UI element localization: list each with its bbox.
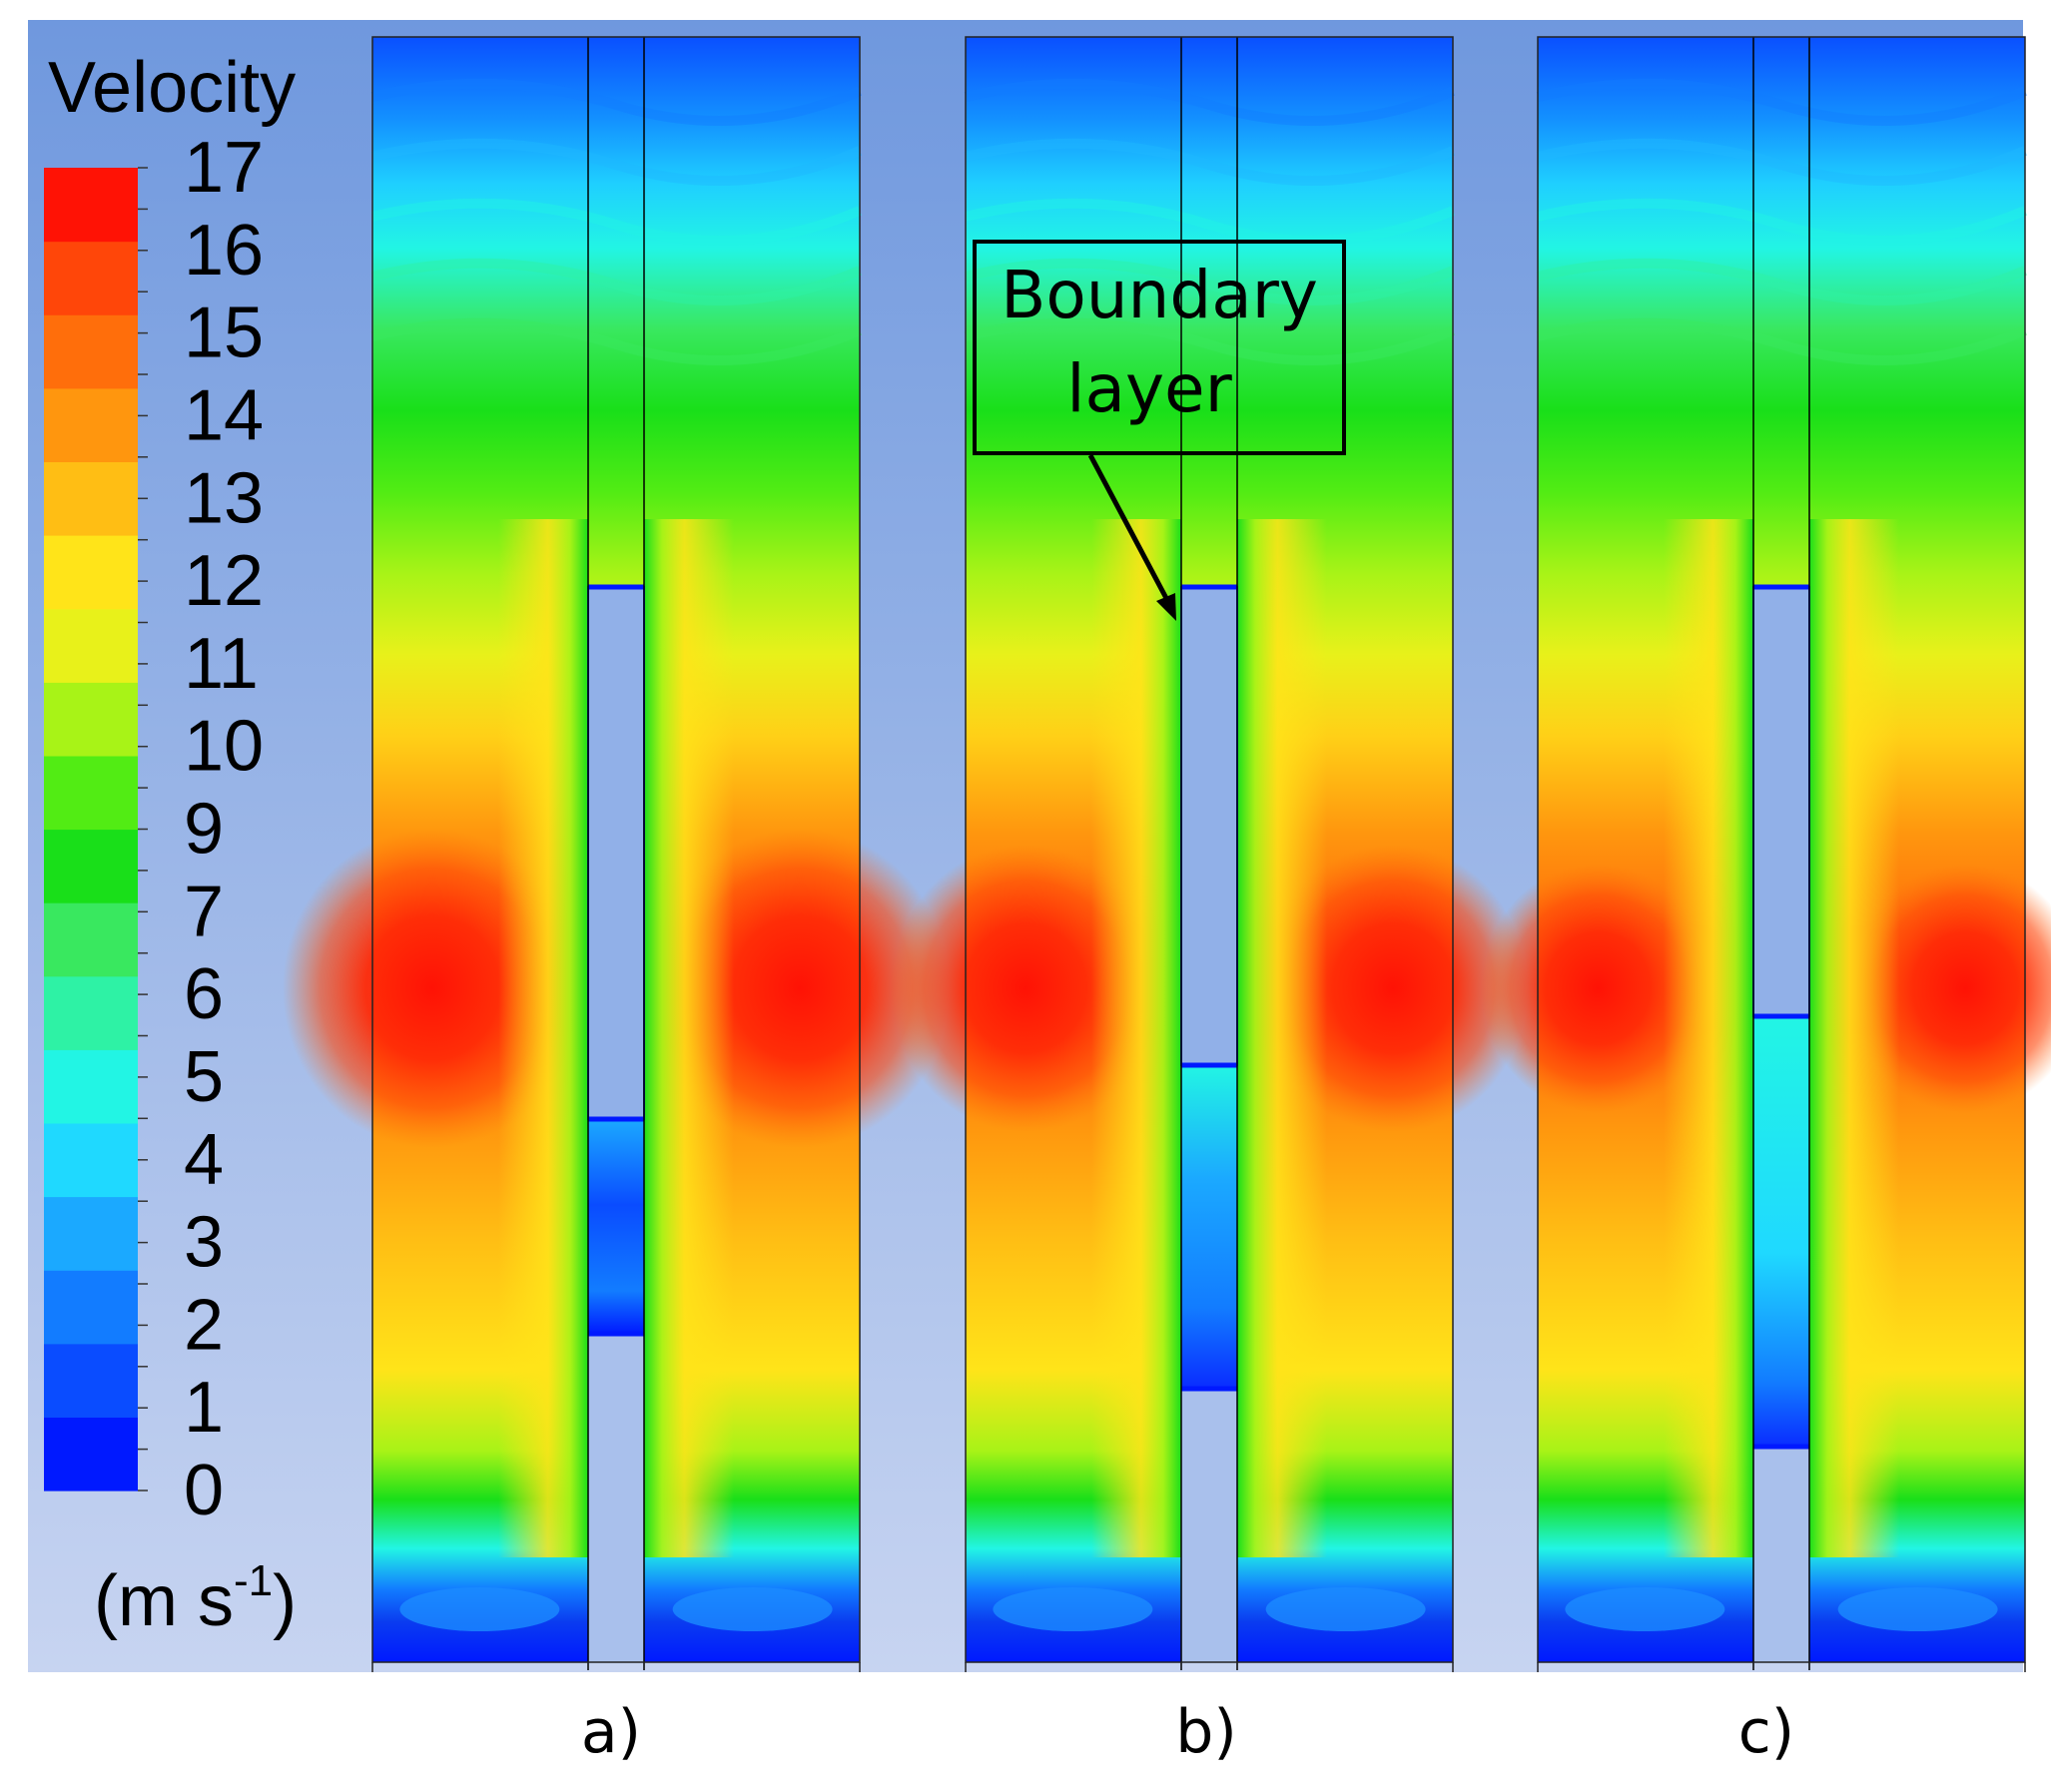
gap-flow [588, 1119, 644, 1334]
contour-line [964, 78, 1455, 127]
legend-tick-label: 12 [184, 541, 264, 621]
color-scale-band [44, 975, 138, 1050]
color-scale-band [44, 535, 138, 610]
annotation-box [973, 240, 1346, 455]
boundary-layer-left [498, 519, 588, 1557]
boundary-layer-right [644, 519, 734, 1557]
legend-tick-label: 2 [184, 1285, 224, 1365]
color-scale-bar [44, 167, 148, 1492]
gap-flow [1753, 1016, 1809, 1447]
contour-panel-c [1481, 36, 2051, 1672]
boundary-layer-right [1809, 519, 1899, 1557]
color-scale-band [44, 1270, 138, 1345]
legend-tick-label: 13 [184, 458, 264, 538]
wake-pocket-right [1837, 1587, 1998, 1631]
color-scale-band [44, 1196, 138, 1271]
contour-line [370, 138, 862, 187]
contour-line [964, 138, 1455, 187]
legend-tick-label: 0 [184, 1451, 224, 1530]
legend-tick-label: 6 [184, 954, 224, 1034]
panel-border [371, 36, 861, 1663]
contour-line [370, 198, 862, 247]
color-scale-band [44, 1343, 138, 1418]
contour-line [1536, 78, 2027, 127]
legend-title: Velocity [48, 48, 296, 128]
legend-unit: (m s-1) [94, 1556, 297, 1641]
contour-line [370, 78, 862, 127]
wake-pocket-left [1565, 1587, 1725, 1631]
color-scale-band [44, 755, 138, 831]
legend-tick-label: 10 [184, 707, 264, 787]
upper-plate [587, 586, 645, 1120]
contour-panels [283, 36, 2051, 1672]
contour-line [1536, 198, 2027, 247]
panel-border [965, 36, 1454, 1663]
gap-flow [1181, 1065, 1237, 1389]
contour-line [964, 258, 1455, 306]
color-scale-band [44, 461, 138, 536]
legend-tick-label: 15 [184, 294, 264, 373]
wake-pocket-left [993, 1587, 1153, 1631]
legend-tick-label: 14 [184, 375, 264, 455]
contour-panel-a [283, 36, 950, 1672]
legend-tick-label: 11 [184, 624, 259, 704]
legend-tick-label: 3 [184, 1203, 224, 1283]
panel-label-a: a) [580, 1697, 642, 1767]
upper-plate [1752, 586, 1810, 1017]
contour-line [1536, 258, 2027, 306]
annotation-arrow-line [1087, 453, 1171, 604]
color-scale-band [44, 1049, 138, 1124]
color-scale-band [44, 241, 138, 315]
color-scale-band [44, 682, 138, 757]
color-scale-band [44, 829, 138, 903]
lower-plate [1181, 1389, 1237, 1662]
wake-pocket-left [399, 1587, 560, 1631]
upper-plate [1180, 586, 1238, 1066]
legend-tick-label: 17 [184, 128, 264, 208]
legend-tick-label: 16 [184, 211, 264, 291]
boundary-layer-annotation: Boundary layer [973, 240, 1346, 621]
boundary-layer-right [1237, 519, 1327, 1557]
color-scale-band [44, 1122, 138, 1198]
panel-border [1537, 36, 2026, 1663]
contour-line [964, 317, 1455, 366]
annotation-line2: layer [1066, 350, 1232, 427]
color-scale-band [44, 902, 138, 977]
legend-tick-label: 4 [184, 1120, 224, 1200]
contour-line [370, 317, 862, 366]
panel-label-c: c) [1737, 1697, 1795, 1767]
color-scale-band [44, 314, 138, 389]
wake-pocket-right [1265, 1587, 1426, 1631]
color-scale-band [44, 387, 138, 462]
legend-tick-label: 7 [184, 872, 224, 951]
annotation-line1: Boundary [1001, 257, 1318, 333]
wake-pocket-right [672, 1587, 833, 1631]
contour-line [964, 198, 1455, 247]
contour-panel-b [891, 36, 1528, 1672]
lower-plate [1753, 1447, 1809, 1662]
legend-tick-label: 9 [184, 790, 224, 870]
contour-line [1536, 138, 2027, 187]
boundary-layer-left [1664, 519, 1753, 1557]
legend-tick-label: 1 [184, 1368, 224, 1448]
panel-label-b: b) [1175, 1697, 1237, 1767]
color-scale-band [44, 168, 138, 243]
lower-plate [588, 1334, 644, 1662]
color-scale-band [44, 608, 138, 683]
contour-line [370, 258, 862, 306]
contour-line [1536, 317, 2027, 366]
legend-tick-label: 5 [184, 1037, 224, 1117]
color-scale-band [44, 1417, 138, 1492]
annotation-arrow-head [1156, 593, 1176, 621]
boundary-layer-left [1091, 519, 1181, 1557]
high-velocity-zone-left [1481, 864, 1714, 1113]
